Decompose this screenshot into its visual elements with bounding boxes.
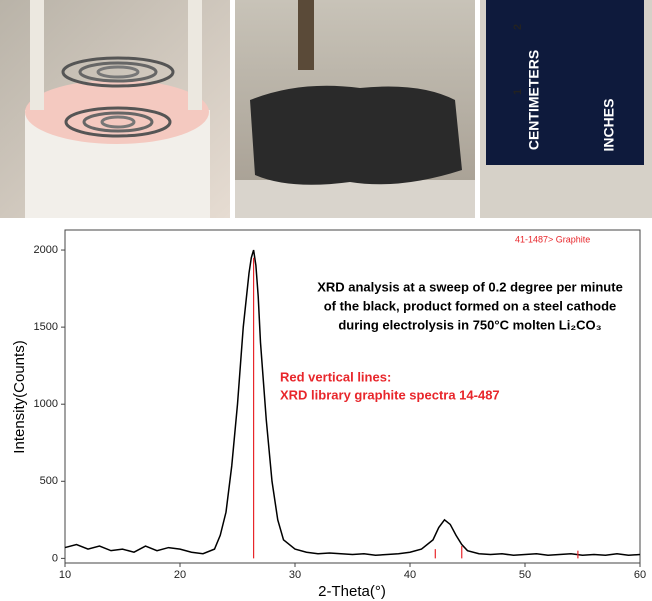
- annotation: XRD analysis at a sweep of 0.2 degree pe…: [317, 279, 623, 294]
- x-tick-label: 30: [289, 569, 301, 581]
- xrd-trace: [65, 250, 640, 555]
- photo-ruler: 2 1 CENTIMETERS INCHES: [480, 0, 652, 218]
- x-tick-label: 40: [404, 569, 416, 581]
- x-axis-label: 2-Theta(°): [318, 583, 386, 600]
- y-tick-label: 1000: [34, 398, 58, 410]
- x-tick-label: 50: [519, 569, 531, 581]
- ruler-label: INCHES: [601, 99, 617, 152]
- annotation: of the black, product formed on a steel …: [324, 298, 617, 313]
- y-tick-label: 0: [52, 552, 58, 564]
- annotation: during electrolysis in 750°C molten Li₂C…: [338, 317, 601, 332]
- reference-label: 41-1487> Graphite: [515, 234, 590, 244]
- photo-product: [235, 0, 475, 218]
- x-tick-label: 20: [174, 569, 186, 581]
- ruler-label: CENTIMETERS: [526, 50, 542, 150]
- x-tick-label: 60: [634, 569, 646, 581]
- note: Red vertical lines:: [280, 369, 391, 384]
- photo-electrodes: [0, 0, 230, 218]
- y-axis-label: Intensity(Counts): [11, 340, 28, 453]
- y-tick-label: 1500: [34, 321, 58, 333]
- ruler-label: 2: [512, 24, 524, 30]
- figure: 2 1 CENTIMETERS INCHES 2-Theta(°) Intens…: [0, 0, 652, 601]
- x-tick-label: 10: [59, 569, 71, 581]
- y-tick-label: 500: [40, 475, 58, 487]
- ruler-label: 1: [512, 89, 524, 95]
- note: XRD library graphite spectra 14-487: [280, 387, 500, 402]
- y-tick-label: 2000: [34, 244, 58, 256]
